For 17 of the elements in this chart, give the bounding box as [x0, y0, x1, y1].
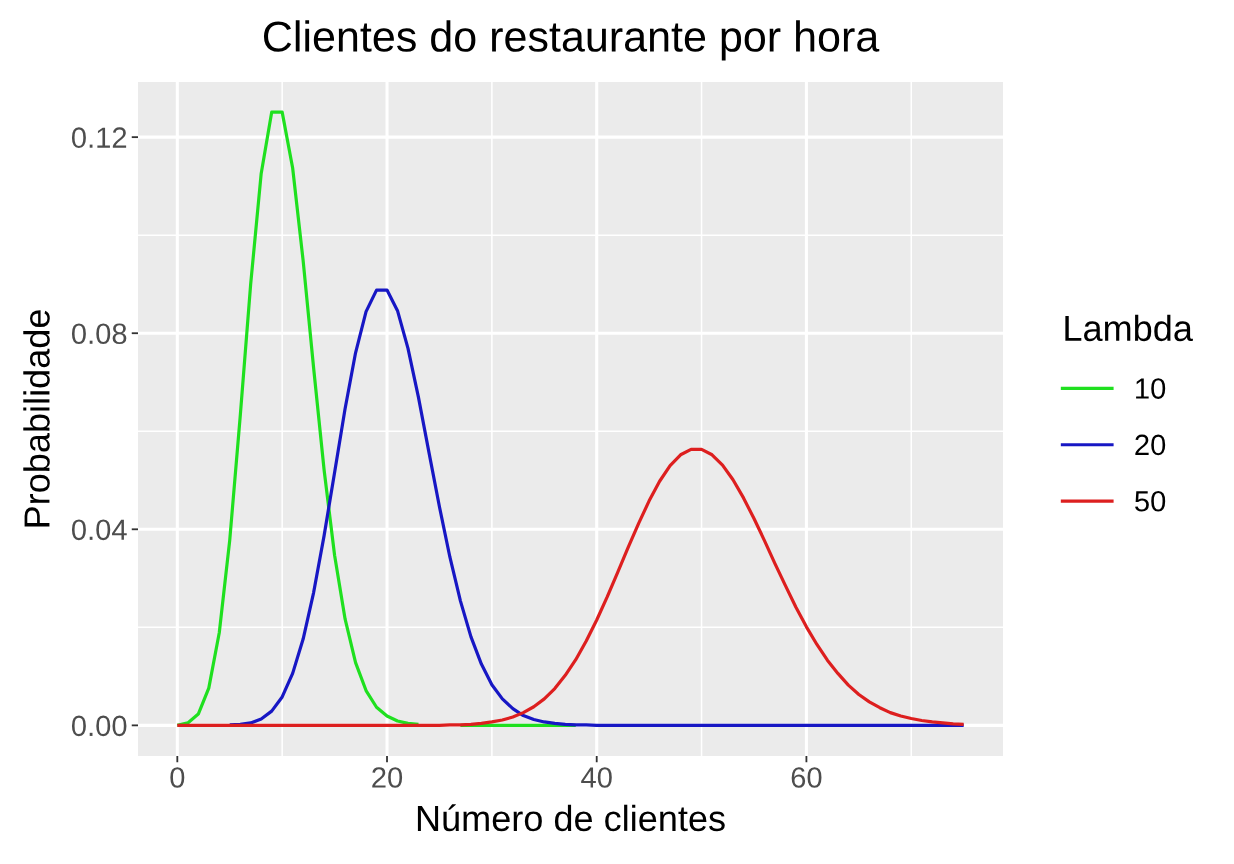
- line-series: [175, 447, 966, 727]
- legend-title: Lambda: [1065, 314, 1193, 342]
- y-tick-label: 0.00: [71, 715, 127, 737]
- legend-label: 20: [1135, 434, 1166, 456]
- line-series: [228, 288, 966, 727]
- legend-label: 50: [1135, 490, 1166, 512]
- x-axis-title: Número de clientes: [417, 804, 725, 832]
- x-tick-label: 40: [581, 767, 612, 788]
- legend-label: 10: [1136, 378, 1166, 399]
- x-tick-label: 20: [372, 767, 403, 788]
- y-tick-label: 0.04: [71, 519, 127, 541]
- chart-title: Clientes do restaurante por hora: [263, 20, 880, 61]
- x-tick-label: 60: [791, 767, 822, 788]
- x-tick-label: 0: [170, 767, 185, 788]
- y-tick-label: 0.08: [71, 323, 127, 345]
- y-tick-label: 0.12: [71, 127, 127, 148]
- y-axis-title: Probabilidade: [23, 310, 50, 527]
